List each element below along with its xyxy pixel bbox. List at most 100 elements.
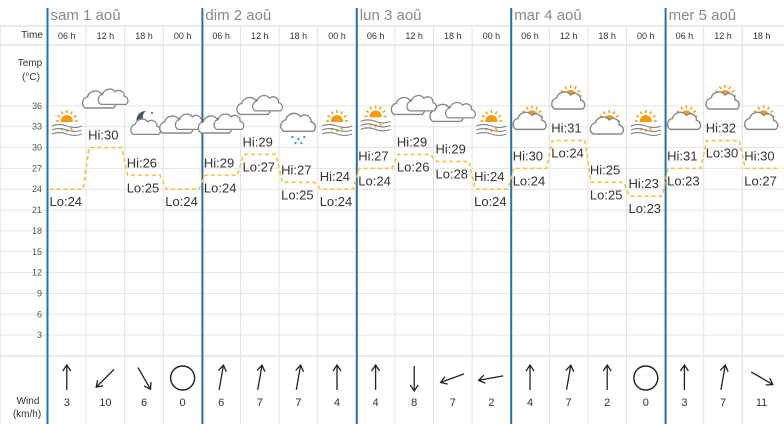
hour-label: 12 h [714,31,732,41]
sun-behind-cloud-mist-icon [51,110,83,137]
time-axis-label: Time [21,30,43,41]
y-tick-label: 33 [32,122,42,132]
wind-arrow-icon [332,363,342,390]
hour-label: 18 h [598,31,616,41]
temperature-line [49,139,778,197]
wind-speed: 11 [756,397,767,409]
wind-speed: 3 [681,397,687,409]
y-tick-label: 6 [37,309,42,319]
hour-labels: 06 h 12 h 18 h 00 h 06 h 12 h 18 h 00 h 06 h 12 h… [58,31,770,41]
sun-behind-cloud-icon [744,105,779,131]
wind-arrow-icon [95,369,115,389]
lo-label: Lo:28 [436,166,469,181]
cloudy-icon [197,113,245,134]
hour-label: 18 h [290,31,308,41]
temperature-grid [0,25,784,424]
sun-behind-cloud-icon [705,85,740,110]
hour-label: 06 h [58,31,76,41]
temp-unit-label: (°C) [22,72,40,83]
hi-label: Hi:24 [474,169,504,184]
wind-speed: 2 [604,397,610,409]
hi-label: Hi:32 [706,121,736,136]
temp-axis-label: Temp [18,58,43,69]
day-label: mer 5 aoû [669,7,737,24]
wind-arrow-icon [137,367,152,391]
hour-label: 12 h [251,31,269,41]
y-tick-label: 27 [32,163,42,173]
hour-label: 18 h [444,31,462,41]
y-tick-label: 3 [37,330,42,340]
day-labels: sam 1 aoû dim 2 aoû lun 3 aoû mar 4 aoû mer … [51,7,737,24]
sun-behind-cloud-mist-icon [476,110,507,137]
wind-arrow-icon [719,364,729,390]
lo-label: Lo:24 [474,194,507,209]
wind-speed: 7 [720,397,726,409]
wind-axis-label: Wind [17,396,40,407]
lo-label: Lo:24 [50,194,83,209]
lo-label: Lo:24 [513,173,546,188]
sun-behind-cloud-icon [551,85,586,110]
lo-label: Lo:26 [397,159,430,174]
wind-speed: 4 [334,397,340,409]
wind-arrow-icon [256,364,266,390]
hour-label: 00 h [483,31,501,41]
wind-arrow-icon [439,373,465,385]
wind-speed: 7 [450,397,456,409]
hi-label: Hi:27 [358,148,388,163]
hi-label: Hi:30 [744,148,774,163]
sun-behind-cloud-mist-icon [630,110,662,137]
lo-label: Lo:23 [667,173,700,188]
wind-speed: 0 [643,397,649,409]
y-tick-label: 36 [32,101,42,111]
wind-arrow-icon [602,363,612,390]
wind-speed: 7 [295,397,301,409]
lo-label: Lo:25 [127,180,160,195]
wind-arrow-icon [409,366,419,393]
cloudy-icon [429,101,476,123]
hi-label: Hi:25 [590,162,620,177]
wind-speed: 0 [180,397,186,409]
y-tick-label: 9 [37,288,42,298]
lo-label: Lo:24 [551,146,584,161]
hi-lo-labels: Lo:24 Hi:30 Hi:26 Lo:25 Lo:24 Hi:29 Lo:24 Hi:29… [50,121,777,217]
wind-speed: 10 [99,397,111,409]
hour-label: 06 h [521,31,539,41]
calm-wind-icon [169,365,196,391]
wind-speed: 4 [527,397,533,409]
weather-icons [51,85,779,145]
hour-label: 06 h [212,31,230,41]
wind-arrow-icon [62,363,72,390]
y-tick-label: 12 [32,268,42,278]
cloudy-icon [236,94,283,116]
rain-cloud-icon [280,112,317,145]
hi-label: Hi:29 [204,155,234,170]
calm-wind-icon [633,365,659,391]
wind-arrow-icon [750,371,774,386]
wind-speed: 3 [64,397,70,409]
day-label: sam 1 aoû [51,7,121,24]
hi-label: Hi:26 [127,155,157,170]
lo-label: Lo:25 [590,187,623,202]
sun-behind-cloud-mist-icon [360,105,391,132]
hour-label: 12 h [405,31,423,41]
wind-arrow-icon [525,363,535,390]
wind-arrow-icon [679,363,689,390]
wind-speed: 6 [141,397,147,409]
wind-speed: 4 [373,397,379,409]
y-tick-label: 30 [32,143,42,153]
hour-label: 00 h [174,31,192,41]
day-dividers [0,8,667,424]
lo-label: Lo:25 [281,187,314,202]
y-tick-label: 21 [32,205,42,215]
hour-label: 00 h [328,31,346,41]
lo-label: Lo:27 [744,173,777,188]
hi-label: Hi:23 [629,176,659,191]
day-label: lun 3 aoû [360,7,422,24]
moon-cloud-icon [130,110,162,136]
sun-behind-cloud-icon [512,105,547,131]
wind-arrow-icon [295,364,305,390]
sun-behind-cloud-mist-icon [321,110,353,137]
wind-speed: 7 [566,397,572,409]
hi-label: Hi:24 [320,169,350,184]
hour-label: 00 h [637,31,655,41]
